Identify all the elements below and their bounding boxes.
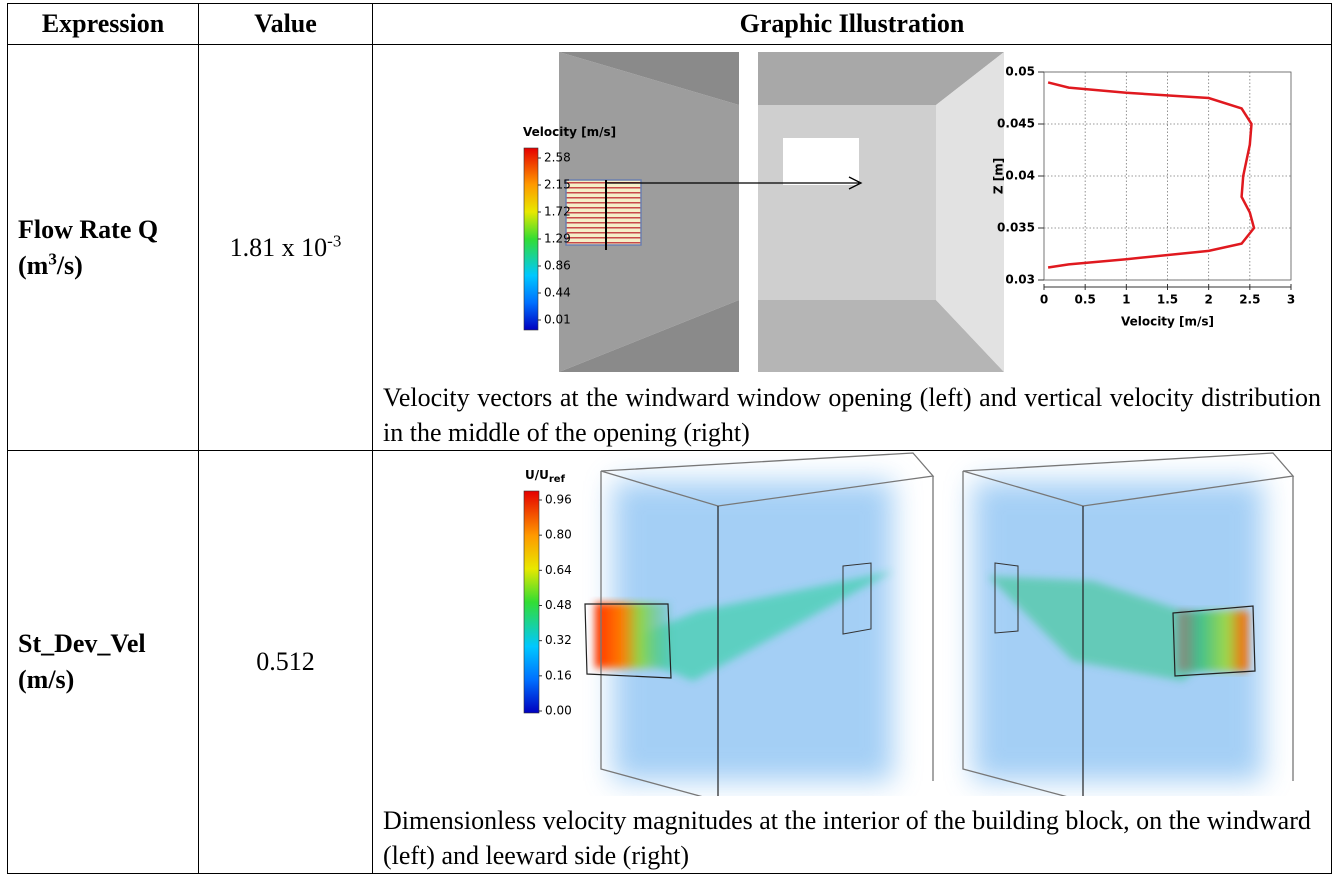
caption: Velocity vectors at the windward window … — [383, 383, 1321, 447]
colorbar-label: 0.00 — [545, 704, 572, 718]
value: 0.512 — [256, 647, 315, 676]
header-row: Expression Value Graphic Illustration — [7, 3, 1332, 45]
title-text: Velocity [m/s] — [523, 125, 616, 139]
colorbar-label: 0.01 — [544, 313, 571, 327]
unit-sup: 3 — [48, 248, 57, 268]
colorbar-title: Velocity [m/s] — [523, 125, 616, 139]
colorbar-label: 2.15 — [544, 178, 571, 192]
colorbar-label: 0.32 — [545, 633, 572, 647]
header-cell: Value — [198, 3, 373, 45]
box-back-face — [758, 105, 936, 300]
x-axis-label: Velocity [m/s] — [1121, 315, 1214, 329]
header-cell: Graphic Illustration — [372, 3, 1332, 45]
unit: (m/s) — [18, 665, 75, 694]
graphic-cell: Velocity [m/s] 2.58 2.15 1.72 1.29 0.86 0.44 0.… — [372, 44, 1332, 451]
colorbar-label: 0.16 — [545, 668, 572, 682]
row: St_Dev_Vel (m/s) 0.512 — [7, 450, 1332, 874]
colorbar-label: 0.48 — [545, 598, 572, 612]
value-exponent: -3 — [327, 230, 342, 250]
expression-name: St_Dev_Vel — [18, 629, 146, 658]
box-top-face — [758, 52, 1004, 105]
y-tick-label: 0.035 — [997, 221, 1035, 235]
caption: Dimensionless velocity magnitudes at the… — [383, 806, 1311, 870]
colorbar — [523, 147, 539, 331]
graphic-cell: U/Uref 0.96 0.80 0.64 0.48 0.32 0.16 0.00 Dimen… — [372, 450, 1332, 874]
colorbar-label: 0.86 — [544, 259, 571, 273]
page: Expression Value Graphic Illustration Fl… — [7, 3, 1332, 874]
y-tick-label: 0.045 — [997, 117, 1035, 131]
window-opening — [783, 138, 859, 185]
box-gap — [739, 52, 758, 372]
x-tick-label: 2.5 — [1239, 293, 1260, 307]
colorbar-label: 2.58 — [544, 151, 571, 165]
y-tick-label: 0.03 — [1005, 273, 1035, 287]
cube-leeward — [962, 452, 1295, 802]
unit: /s) — [56, 250, 83, 280]
x-tick-label: 1.5 — [1157, 293, 1178, 307]
box-edge — [559, 300, 739, 372]
expression-cell: St_Dev_Vel (m/s) — [7, 450, 199, 874]
results-table: Expression Value Graphic Illustration Fl… — [7, 3, 1332, 874]
expression-cell: Flow Rate Q (m3/s) — [7, 44, 199, 451]
header-cell: Expression — [7, 3, 199, 45]
y-tick-label: 0.04 — [1005, 169, 1035, 183]
box-left-face — [559, 52, 739, 372]
title-text: U/U — [525, 468, 549, 482]
row: Flow Rate Q (m3/s) 1.81 x 10-3 Velocity [… — [7, 44, 1332, 451]
box-right-face — [936, 52, 1004, 372]
title-sub: ref — [549, 474, 566, 485]
colorbar-title: U/Uref — [525, 468, 566, 486]
illustration: Velocity [m/s] 2.58 2.15 1.72 1.29 0.86 0.44 0.… — [523, 52, 1295, 372]
colorbar-label: 0.44 — [544, 286, 571, 300]
box-edge — [559, 52, 739, 105]
x-tick-label: 0 — [1040, 293, 1048, 307]
expression-name: Flow Rate Q — [18, 214, 159, 244]
x-tick-label: 3 — [1287, 293, 1295, 307]
unit: (m — [18, 250, 49, 280]
x-tick-label: 2 — [1204, 293, 1212, 307]
value-cell: 0.512 — [198, 450, 373, 874]
colorbar — [523, 490, 540, 714]
illustration: U/Uref 0.96 0.80 0.64 0.48 0.32 0.16 0.00 — [523, 452, 1295, 802]
velocity-profile — [1047, 81, 1256, 269]
value-cell: 1.81 x 10-3 — [198, 44, 373, 451]
x-tick-label: 1 — [1122, 293, 1130, 307]
colorbar-label: 1.29 — [544, 232, 571, 246]
colorbar-label: 0.64 — [545, 563, 572, 577]
arrow-head — [848, 176, 863, 190]
colorbar-label: 1.72 — [544, 205, 571, 219]
y-axis-label: Z [m] — [992, 158, 1006, 194]
value: 1.81 x 10 — [229, 232, 328, 262]
y-tick-label: 0.05 — [1005, 65, 1035, 79]
box-bottom-face — [758, 300, 1004, 372]
x-tick-label: 0.5 — [1075, 293, 1096, 307]
colorbar-label: 0.96 — [545, 493, 572, 507]
colorbar-label: 0.80 — [545, 528, 572, 542]
cube-windward — [584, 452, 935, 802]
velocity-vectors — [565, 179, 642, 246]
